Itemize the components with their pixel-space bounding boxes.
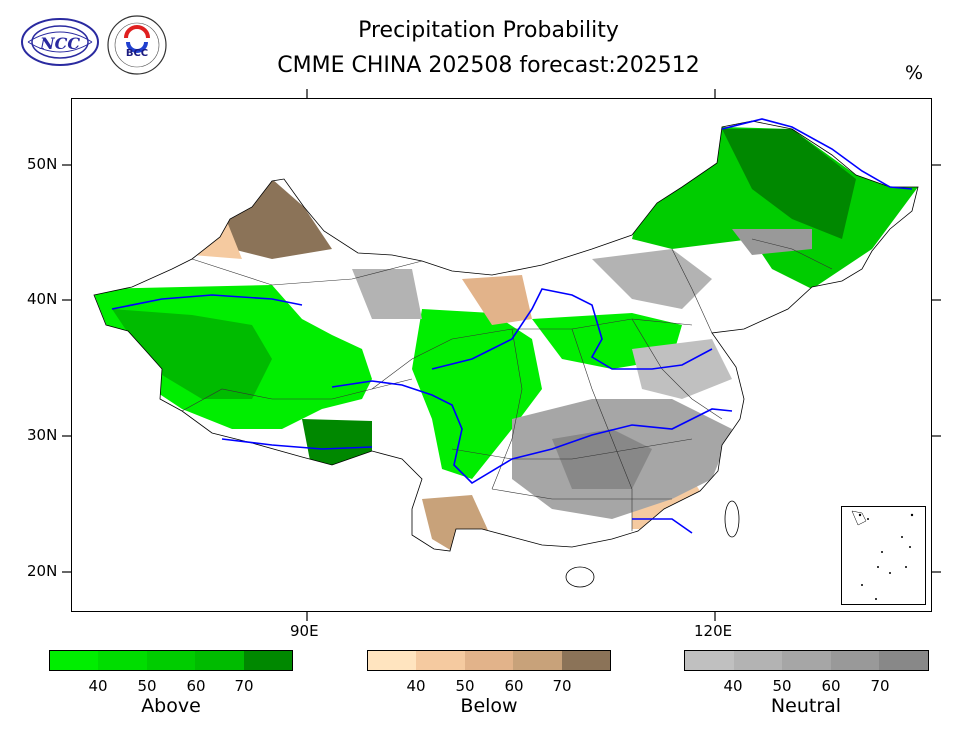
colorbar-swatch — [146, 651, 196, 670]
colorbar-swatch — [243, 651, 293, 670]
above-area-central — [412, 309, 542, 479]
below-area-inner-mongolia — [462, 275, 532, 325]
below-tick: 50 — [455, 677, 475, 695]
lat-label-30n: 30N — [27, 426, 58, 444]
neutral-area-north — [592, 249, 712, 309]
bcc-logo-icon: BCC — [107, 15, 167, 75]
above-area-west-core — [112, 309, 272, 399]
colorbar-neutral — [684, 650, 929, 671]
above-tick: 50 — [137, 677, 157, 695]
colorbar-swatch — [195, 651, 244, 670]
ncc-logo-text: NCC — [39, 34, 80, 53]
neutral-tick: 70 — [870, 677, 890, 695]
colorbar-swatch — [513, 651, 562, 670]
bcc-logo-text: BCC — [126, 48, 148, 59]
colorbar-swatch — [830, 651, 880, 670]
neutral-area-huabei — [632, 339, 732, 399]
below-tick: 60 — [504, 677, 524, 695]
rivers — [111, 118, 913, 534]
colorbar-swatch — [416, 651, 465, 670]
above-area-northeast-core — [722, 129, 856, 239]
tarim-river — [111, 294, 303, 310]
lon-label-90e: 90E — [290, 622, 319, 640]
taiwan-island — [724, 500, 740, 538]
colorbar-swatch — [98, 651, 147, 670]
yangtze-river — [331, 380, 733, 485]
map-panel — [71, 98, 932, 612]
lat-label-40n: 40N — [27, 290, 58, 308]
yellow-river — [431, 288, 713, 370]
lat-label-20n: 20N — [27, 562, 58, 580]
above-tick: 40 — [88, 677, 108, 695]
above-tick: 70 — [234, 677, 254, 695]
colorbar-swatch — [368, 651, 417, 670]
pearl-river — [632, 518, 693, 534]
map-title: Precipitation Probability — [358, 18, 619, 43]
neutral-area-northeast — [732, 229, 812, 255]
colorbar-swatch — [561, 651, 611, 670]
colorbar-neutral-label: Neutral — [770, 695, 842, 717]
neutral-tick: 40 — [723, 677, 743, 695]
unit-label: % — [905, 62, 924, 84]
map-subtitle: CMME CHINA 202508 forecast:202512 — [277, 53, 700, 78]
neutral-area-qaidam — [352, 269, 422, 319]
colorbar-swatch — [733, 651, 783, 670]
colorbar-below-label: Below — [460, 695, 518, 717]
province-boundaries — [181, 238, 833, 531]
yarlung-river — [221, 438, 373, 450]
colorbar-below — [367, 650, 611, 671]
ncc-logo-icon: NCC — [21, 18, 99, 66]
neutral-tick: 60 — [821, 677, 841, 695]
colorbar-swatch — [464, 651, 514, 670]
neutral-area-south-core — [552, 429, 652, 489]
below-tick: 40 — [406, 677, 426, 695]
above-tick: 60 — [186, 677, 206, 695]
colorbar-swatch — [782, 651, 831, 670]
colorbar-swatch — [685, 651, 734, 670]
colorbar-swatch — [50, 651, 99, 670]
colorbar-swatch — [879, 651, 928, 670]
lat-label-50n: 50N — [27, 155, 58, 173]
china-map — [93, 118, 919, 588]
colorbar-above-label: Above — [141, 695, 201, 717]
neutral-tick: 50 — [772, 677, 792, 695]
below-tick: 70 — [552, 677, 572, 695]
south-china-sea-inset — [841, 506, 926, 605]
lon-label-120e: 120E — [694, 622, 733, 640]
colorbar-above — [49, 650, 293, 671]
hainan-island — [565, 566, 595, 588]
heilong-river — [721, 118, 913, 190]
